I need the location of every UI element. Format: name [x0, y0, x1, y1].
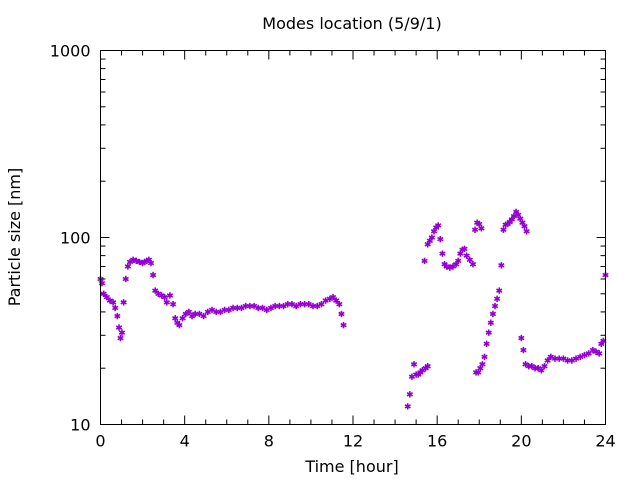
- x-tick-label: 12: [343, 432, 363, 451]
- data-point: [172, 315, 179, 322]
- data-point: [541, 363, 548, 370]
- data-point: [439, 250, 446, 257]
- plot-frame: [100, 50, 606, 425]
- data-point: [469, 260, 477, 268]
- data-point: [114, 312, 121, 320]
- data-point: [185, 308, 193, 316]
- data-point: [493, 295, 501, 303]
- data-point: [118, 329, 126, 336]
- data-point: [556, 355, 563, 362]
- data-point: [485, 329, 492, 336]
- data-point: [463, 252, 470, 259]
- data-point: [163, 299, 170, 306]
- data-point: [428, 234, 436, 241]
- data-point: [491, 302, 499, 310]
- data-point: [437, 235, 444, 243]
- data-point: [234, 304, 241, 312]
- y-tick-label: 100: [60, 229, 91, 248]
- data-point: [596, 350, 603, 357]
- x-tick-label: 16: [427, 432, 447, 451]
- data-point: [336, 300, 343, 308]
- data-point: [520, 346, 527, 354]
- data-point: [124, 263, 132, 270]
- data-point: [498, 262, 505, 269]
- data-point: [455, 257, 462, 265]
- data-point: [496, 287, 503, 294]
- data-point: [435, 222, 442, 229]
- x-tick-label: 0: [95, 432, 105, 451]
- data-point: [471, 226, 479, 233]
- data-point: [200, 312, 207, 320]
- data-point: [483, 340, 490, 348]
- y-axis-label: Particle size [nm]: [5, 168, 24, 307]
- data-point: [340, 321, 347, 329]
- data-point: [147, 259, 155, 267]
- data-point: [424, 363, 431, 370]
- axis-tick-labels: 0 4 8 12 16 20 24 10 100 1000: [50, 42, 616, 451]
- data-point: [538, 367, 545, 374]
- data-point: [500, 226, 507, 233]
- x-tick-label: 20: [511, 432, 531, 451]
- data-point: [406, 391, 413, 398]
- data-point: [161, 293, 168, 301]
- data-point: [117, 334, 124, 342]
- data-point: [149, 271, 157, 279]
- data-point: [518, 334, 525, 342]
- data-point: [408, 373, 416, 380]
- data-point: [521, 222, 528, 230]
- data-point: [246, 302, 254, 310]
- data-point: [166, 292, 174, 299]
- data-point: [152, 287, 159, 294]
- data-point: [120, 299, 127, 306]
- data-point: [276, 302, 283, 310]
- data-point: [466, 256, 473, 263]
- axis-ticks: [100, 50, 606, 425]
- data-point: [329, 293, 337, 301]
- x-tick-label: 4: [180, 432, 190, 451]
- x-tick-label: 8: [264, 432, 274, 451]
- data-points: [97, 208, 609, 410]
- data-point: [338, 310, 345, 318]
- y-tick-label: 10: [70, 416, 90, 435]
- data-point: [481, 353, 488, 361]
- data-point: [489, 310, 497, 318]
- data-point: [100, 290, 107, 297]
- data-point: [122, 275, 129, 283]
- data-point: [318, 300, 325, 308]
- x-tick-label: 24: [595, 432, 615, 451]
- data-point: [179, 315, 186, 322]
- data-point: [421, 257, 428, 265]
- data-point: [479, 361, 486, 368]
- data-point: [301, 300, 308, 308]
- data-point: [332, 297, 340, 304]
- chart-title: Modes location (5/9/1): [262, 14, 441, 33]
- data-point: [478, 225, 485, 232]
- data-point: [112, 304, 119, 312]
- data-point: [544, 357, 551, 364]
- data-point: [404, 403, 411, 410]
- data-point: [523, 228, 530, 235]
- data-point: [461, 245, 468, 253]
- data-point: [410, 361, 418, 368]
- data-point: [176, 321, 183, 329]
- x-axis-label: Time [hour]: [304, 457, 398, 476]
- data-point: [109, 299, 117, 306]
- data-point: [115, 324, 123, 331]
- y-tick-label: 1000: [50, 42, 91, 61]
- data-point: [487, 319, 495, 326]
- data-point: [103, 293, 110, 301]
- data-point: [169, 300, 177, 308]
